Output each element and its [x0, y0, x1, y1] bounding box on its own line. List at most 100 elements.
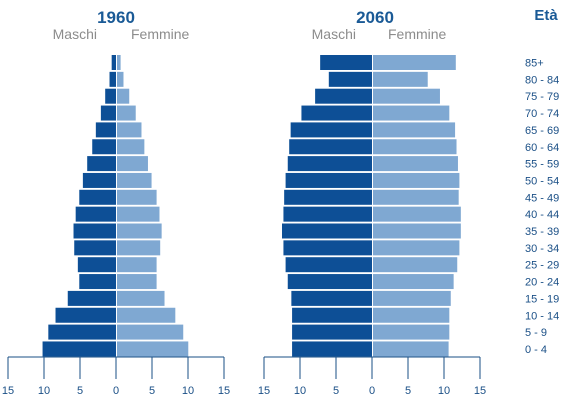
age-label-15: 10 - 14 — [525, 310, 559, 322]
bar-female-2060-3 — [373, 105, 450, 121]
bar-male-1960-12 — [77, 257, 116, 273]
bar-male-2060-14 — [291, 290, 372, 306]
bar-female-1960-7 — [117, 172, 152, 188]
bar-male-1960-8 — [79, 189, 116, 205]
x-tick-label-1960-6: 15 — [218, 385, 230, 397]
bar-female-2060-16 — [373, 324, 450, 340]
age-label-8: 45 - 49 — [525, 192, 559, 204]
bar-male-2060-0 — [320, 55, 372, 70]
bar-male-2060-17 — [292, 341, 372, 357]
age-label-6: 55 - 59 — [525, 159, 559, 171]
x-tick-label-2060-3: 0 — [369, 385, 375, 397]
bar-female-2060-14 — [373, 290, 451, 306]
bar-male-1960-7 — [82, 172, 116, 188]
bar-male-2060-3 — [301, 105, 372, 121]
bar-female-1960-3 — [117, 105, 136, 121]
bar-female-1960-0 — [117, 55, 121, 70]
bar-female-2060-5 — [373, 139, 457, 155]
bar-male-1960-0 — [111, 55, 116, 70]
bar-female-1960-5 — [117, 139, 145, 155]
age-label-3: 70 - 74 — [525, 108, 559, 120]
male-label-2060: Maschi — [312, 26, 356, 42]
bar-female-2060-12 — [373, 257, 458, 273]
bar-female-1960-16 — [117, 324, 184, 340]
age-label-1: 80 - 84 — [525, 74, 559, 86]
bar-male-1960-10 — [73, 223, 116, 239]
age-label-14: 15 - 19 — [525, 293, 559, 305]
bar-male-2060-8 — [284, 189, 372, 205]
x-tick-label-2060-1: 10 — [294, 385, 306, 397]
bar-female-2060-9 — [373, 206, 461, 222]
bar-female-1960-4 — [117, 122, 142, 138]
bar-female-1960-2 — [117, 88, 130, 104]
age-label-17: 0 - 4 — [525, 344, 547, 356]
bar-male-2060-11 — [283, 240, 372, 256]
bar-female-2060-0 — [373, 55, 456, 70]
bar-female-2060-11 — [373, 240, 460, 256]
female-label-1960: Femmine — [131, 26, 190, 42]
x-tick-label-1960-5: 10 — [182, 385, 194, 397]
bar-female-1960-12 — [117, 257, 157, 273]
bar-female-2060-10 — [373, 223, 461, 239]
bar-male-2060-6 — [287, 156, 372, 172]
age-label-10: 35 - 39 — [525, 226, 559, 238]
bar-male-2060-13 — [287, 274, 372, 290]
bar-female-1960-6 — [117, 156, 148, 172]
bar-female-1960-15 — [117, 307, 176, 323]
bar-female-2060-6 — [373, 156, 458, 172]
bar-female-1960-17 — [117, 341, 189, 357]
bar-male-2060-5 — [289, 139, 372, 155]
bar-female-1960-10 — [117, 223, 162, 239]
bar-female-2060-8 — [373, 189, 459, 205]
bar-male-1960-13 — [79, 274, 116, 290]
age-labels: 85+ 80 - 84 75 - 79 70 - 74 65 - 69 60 - 64 55… — [525, 58, 559, 356]
bar-male-1960-9 — [75, 206, 116, 222]
title-1960: 1960 — [97, 8, 135, 27]
x-tick-label-2060-4: 5 — [405, 385, 411, 397]
bar-female-2060-13 — [373, 274, 454, 290]
age-label-12: 25 - 29 — [525, 260, 559, 272]
bar-male-1960-16 — [48, 324, 116, 340]
age-label-16: 5 - 9 — [525, 327, 547, 339]
bar-male-1960-4 — [95, 122, 116, 138]
x-tick-label-1960-3: 0 — [113, 385, 119, 397]
bar-male-1960-17 — [42, 341, 117, 357]
x-tick-label-2060-6: 15 — [474, 385, 486, 397]
title-2060: 2060 — [356, 8, 394, 27]
pyramid-2060: 15 10 5 0 5 10 15 — [258, 55, 486, 397]
bar-female-2060-7 — [373, 172, 460, 188]
bar-male-1960-14 — [67, 290, 116, 306]
bar-male-1960-11 — [74, 240, 116, 256]
bar-female-1960-8 — [117, 189, 157, 205]
x-tick-label-1960-0: 15 — [2, 385, 14, 397]
x-tick-label-1960-2: 5 — [77, 385, 83, 397]
age-label-9: 40 - 44 — [525, 209, 559, 221]
bar-male-2060-15 — [292, 307, 372, 323]
bar-female-1960-11 — [117, 240, 161, 256]
bar-female-1960-13 — [117, 274, 157, 290]
x-tick-label-2060-2: 5 — [333, 385, 339, 397]
bar-male-2060-12 — [285, 257, 372, 273]
age-label-11: 30 - 34 — [525, 243, 559, 255]
bar-female-1960-14 — [117, 290, 165, 306]
bar-male-2060-10 — [282, 223, 372, 239]
female-label-2060: Femmine — [388, 26, 447, 42]
bar-female-2060-17 — [373, 341, 449, 357]
age-label-13: 20 - 24 — [525, 277, 559, 289]
male-label-1960: Maschi — [53, 26, 97, 42]
bar-male-2060-4 — [290, 122, 372, 138]
age-label-7: 50 - 54 — [525, 175, 559, 187]
bar-male-1960-3 — [100, 105, 116, 121]
bar-male-1960-2 — [105, 88, 116, 104]
x-tick-label-2060-0: 15 — [258, 385, 270, 397]
bar-male-1960-6 — [87, 156, 116, 172]
x-tick-label-2060-5: 10 — [438, 385, 450, 397]
bar-male-2060-1 — [328, 71, 372, 87]
bar-female-2060-4 — [373, 122, 456, 138]
bar-female-2060-2 — [373, 88, 440, 104]
bar-male-1960-15 — [55, 307, 116, 323]
bar-male-2060-16 — [292, 324, 372, 340]
pyramid-1960: 15 10 5 0 5 10 15 — [2, 55, 230, 397]
age-header: Età — [534, 7, 558, 24]
age-label-2: 75 - 79 — [525, 91, 559, 103]
